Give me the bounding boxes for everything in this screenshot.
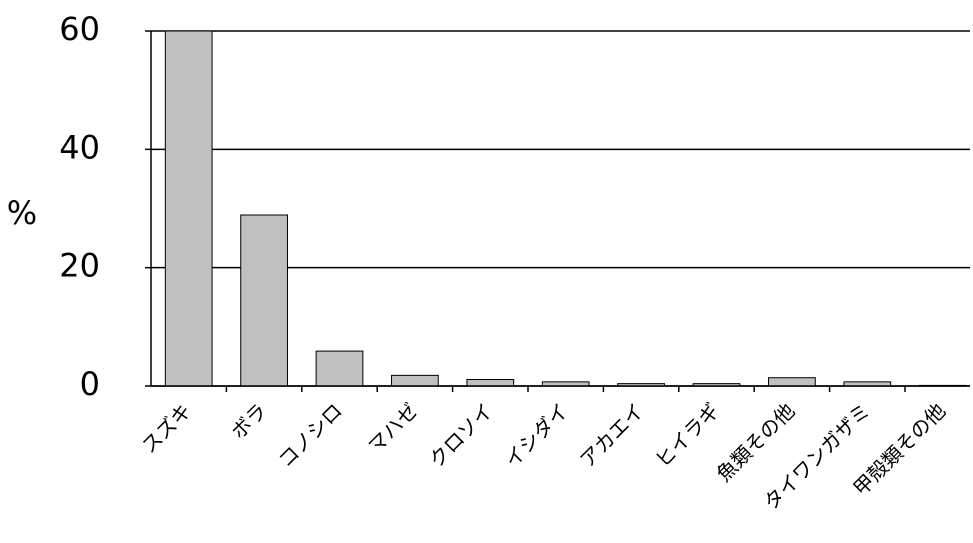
bar <box>768 377 816 387</box>
bar <box>164 30 213 387</box>
bar <box>466 378 515 387</box>
y-tick-label: 60 <box>59 10 100 48</box>
y-tick-label: 40 <box>59 128 100 166</box>
x-tick-label: イシダイ <box>500 399 574 473</box>
x-tick-label: ヒイラギ <box>650 399 724 473</box>
x-tick-label: コノシロ <box>273 399 347 473</box>
y-tick-label: 20 <box>59 247 100 285</box>
x-tick-label: マハゼ <box>363 399 422 458</box>
bar <box>240 214 288 387</box>
y-axis-label: % <box>7 194 37 232</box>
bar <box>315 350 364 387</box>
x-tick-label: スズキ <box>137 399 196 458</box>
x-tick-label: アカエイ <box>575 399 649 473</box>
bar <box>391 374 439 387</box>
x-tick-label: ボラ <box>226 399 271 444</box>
x-tick-label: クロソイ <box>424 399 498 473</box>
y-tick-label: 0 <box>80 365 100 403</box>
